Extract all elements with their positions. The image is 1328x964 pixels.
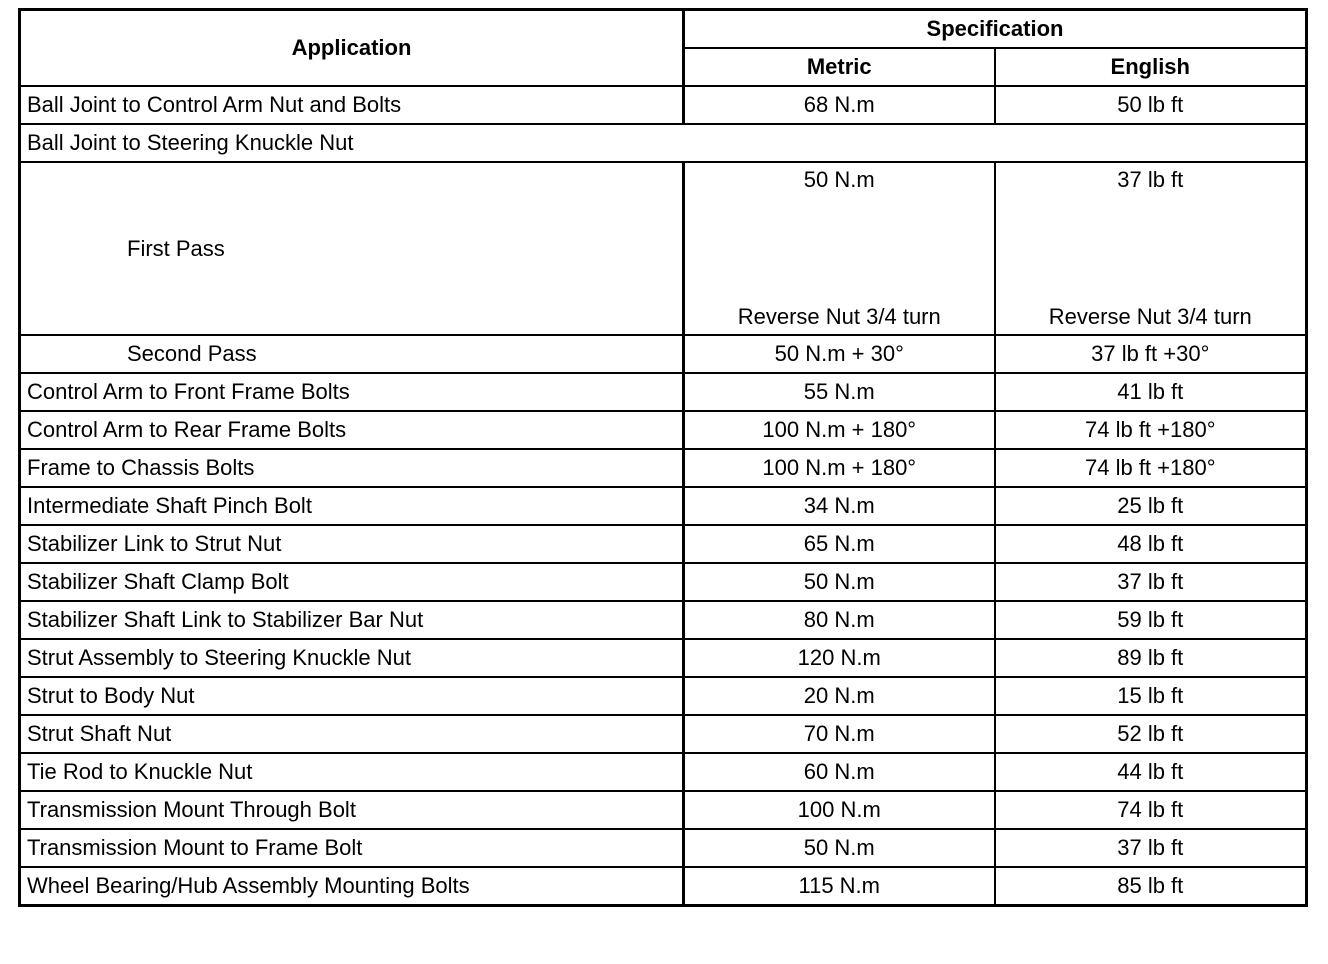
metric-cell: 120 N.m <box>682 638 996 678</box>
metric-cell: 60 N.m <box>682 752 996 792</box>
metric-cell: 34 N.m <box>682 486 996 526</box>
english-cell: 48 lb ft <box>993 524 1308 564</box>
english-note: Reverse Nut 3/4 turn <box>1048 304 1252 329</box>
metric-cell: 50 N.m <box>682 828 996 868</box>
torque-spec-table: Application Specification Metric English… <box>18 8 1309 907</box>
english-cell: 74 lb ft +180° <box>993 410 1308 450</box>
table-row: Ball Joint to Steering Knuckle Nut <box>18 123 1308 163</box>
table-row: Strut Assembly to Steering Knuckle Nut 12… <box>18 638 1308 678</box>
application-cell: Second Pass <box>18 334 685 374</box>
application-cell: Tie Rod to Knuckle Nut <box>18 752 685 792</box>
english-cell: 25 lb ft <box>993 486 1308 526</box>
application-cell: Strut Assembly to Steering Knuckle Nut <box>18 638 685 678</box>
metric-cell: 100 N.m <box>682 790 996 830</box>
english-cell: 41 lb ft <box>993 372 1308 412</box>
table-row: Intermediate Shaft Pinch Bolt 34 N.m 25 lb… <box>18 486 1308 526</box>
application-cell: Control Arm to Front Frame Bolts <box>18 372 685 412</box>
application-cell: First Pass <box>18 161 685 336</box>
application-cell: Wheel Bearing/Hub Assembly Mounting Bolt… <box>18 866 685 907</box>
table-row: Strut Shaft Nut 70 N.m 52 lb ft <box>18 714 1308 754</box>
english-cell: 89 lb ft <box>993 638 1308 678</box>
application-cell: Intermediate Shaft Pinch Bolt <box>18 486 685 526</box>
table-row: Stabilizer Link to Strut Nut 65 N.m 48 lb … <box>18 524 1308 564</box>
english-cell: 74 lb ft +180° <box>993 448 1308 488</box>
english-cell: 52 lb ft <box>993 714 1308 754</box>
application-cell: Ball Joint to Control Arm Nut and Bolts <box>18 85 685 125</box>
table-row: Control Arm to Rear Frame Bolts 100 N.m +… <box>18 410 1308 450</box>
application-cell: Ball Joint to Steering Knuckle Nut <box>18 123 1308 163</box>
metric-note: Reverse Nut 3/4 turn <box>737 304 941 329</box>
table-row: Tie Rod to Knuckle Nut 60 N.m 44 lb ft <box>18 752 1308 792</box>
english-cell: 44 lb ft <box>993 752 1308 792</box>
header-metric: Metric <box>682 47 996 87</box>
metric-cell: 100 N.m + 180° <box>682 448 996 488</box>
application-cell: Transmission Mount Through Bolt <box>18 790 685 830</box>
header-application: Application <box>18 8 685 87</box>
table-row: Strut to Body Nut 20 N.m 15 lb ft <box>18 676 1308 716</box>
table-row: Stabilizer Shaft Clamp Bolt 50 N.m 37 lb f… <box>18 562 1308 602</box>
application-cell: Stabilizer Shaft Link to Stabilizer Bar … <box>18 600 685 640</box>
table-row: First Pass 50 N.m Reverse Nut 3/4 turn 37 l… <box>18 161 1308 336</box>
table-row: Frame to Chassis Bolts 100 N.m + 180° 74 l… <box>18 448 1308 488</box>
table-row: Control Arm to Front Frame Bolts 55 N.m 41… <box>18 372 1308 412</box>
application-cell: Control Arm to Rear Frame Bolts <box>18 410 685 450</box>
metric-cell: 55 N.m <box>682 372 996 412</box>
application-cell: Stabilizer Link to Strut Nut <box>18 524 685 564</box>
english-cell: 15 lb ft <box>993 676 1308 716</box>
english-cell: 37 lb ft +30° <box>993 334 1308 374</box>
english-cell: 37 lb ft <box>993 562 1308 602</box>
table-row: Ball Joint to Control Arm Nut and Bolts 6… <box>18 85 1308 125</box>
english-cell: 59 lb ft <box>993 600 1308 640</box>
english-cell: 85 lb ft <box>993 866 1308 907</box>
metric-cell: 50 N.m <box>682 562 996 602</box>
english-cell: 37 lb ft <box>993 828 1308 868</box>
application-cell: Transmission Mount to Frame Bolt <box>18 828 685 868</box>
application-cell: Frame to Chassis Bolts <box>18 448 685 488</box>
table-row: Transmission Mount to Frame Bolt 50 N.m 37… <box>18 828 1308 868</box>
application-cell: Strut Shaft Nut <box>18 714 685 754</box>
header-specification: Specification <box>682 8 1308 49</box>
metric-cell: 65 N.m <box>682 524 996 564</box>
application-cell: Strut to Body Nut <box>18 676 685 716</box>
metric-cell: 50 N.m + 30° <box>682 334 996 374</box>
header-english: English <box>993 47 1308 87</box>
metric-cell: 70 N.m <box>682 714 996 754</box>
metric-cell: 100 N.m + 180° <box>682 410 996 450</box>
metric-cell: 80 N.m <box>682 600 996 640</box>
table-row: Transmission Mount Through Bolt 100 N.m 74… <box>18 790 1308 830</box>
english-value: 37 lb ft <box>1117 167 1184 192</box>
metric-cell: 68 N.m <box>682 85 996 125</box>
metric-cell: 50 N.m Reverse Nut 3/4 turn <box>682 161 996 336</box>
english-cell: 50 lb ft <box>993 85 1308 125</box>
table-row: Wheel Bearing/Hub Assembly Mounting Bolt… <box>18 866 1308 907</box>
metric-value: 50 N.m <box>803 167 875 192</box>
application-cell: Stabilizer Shaft Clamp Bolt <box>18 562 685 602</box>
english-cell: 37 lb ft Reverse Nut 3/4 turn <box>993 161 1308 336</box>
metric-cell: 115 N.m <box>682 866 996 907</box>
english-cell: 74 lb ft <box>993 790 1308 830</box>
table-row: Second Pass 50 N.m + 30° 37 lb ft +30° <box>18 334 1308 374</box>
table-row: Stabilizer Shaft Link to Stabilizer Bar … <box>18 600 1308 640</box>
metric-cell: 20 N.m <box>682 676 996 716</box>
